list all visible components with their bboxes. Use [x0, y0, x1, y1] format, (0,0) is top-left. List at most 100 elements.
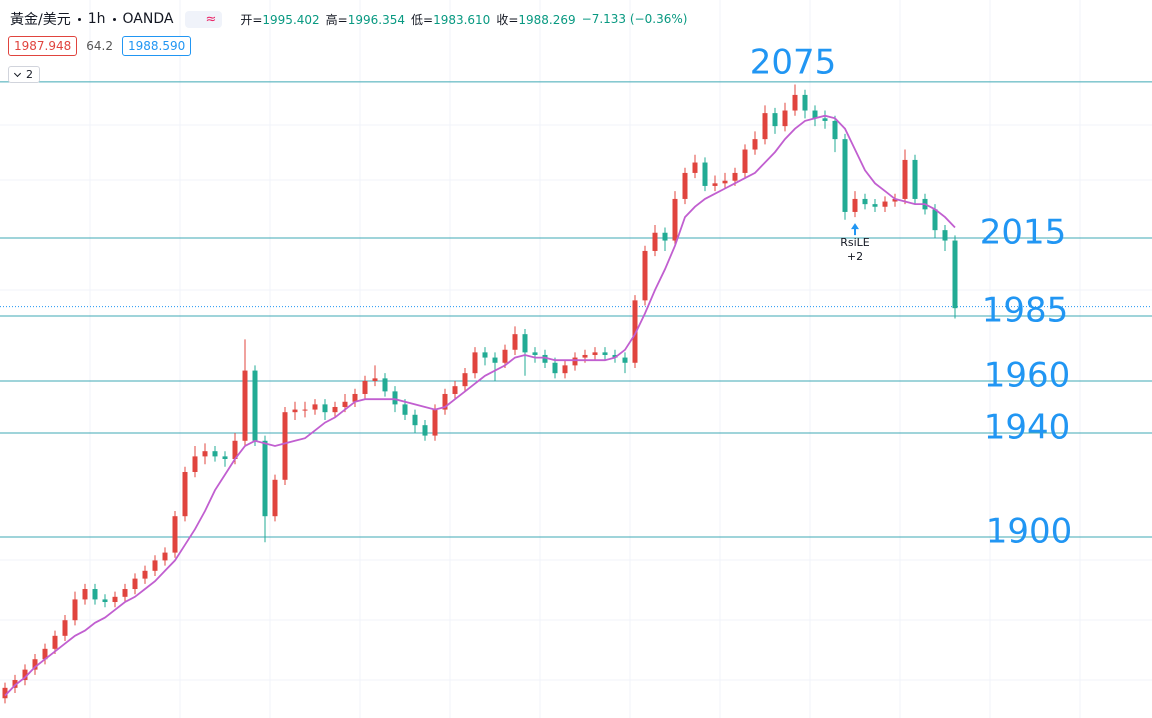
candle-body	[22, 669, 28, 681]
candle-body	[342, 401, 348, 407]
ohlc-value: 1983.610	[433, 12, 491, 27]
candle-body	[282, 412, 288, 480]
candle-body	[722, 180, 728, 184]
sell-button[interactable]: 1987.948	[8, 36, 78, 56]
candle-body	[772, 113, 778, 127]
candle-body	[162, 552, 168, 561]
candle-body	[292, 409, 298, 413]
symbol[interactable]: 黃金/美元	[10, 12, 71, 28]
candle-body	[682, 172, 688, 199]
candle-body	[132, 578, 138, 590]
candle-body	[312, 404, 318, 410]
candle-body	[442, 393, 448, 410]
candle-body	[402, 404, 408, 415]
candle-body	[762, 113, 768, 140]
buy-button[interactable]: 1988.590	[121, 36, 192, 56]
candle-body	[672, 198, 678, 241]
candle-body	[892, 198, 898, 202]
candle-body	[662, 232, 668, 241]
candle-body	[592, 352, 598, 355]
status-pill[interactable]: ≈	[185, 10, 223, 28]
candle-body	[472, 352, 478, 374]
candle-body	[202, 451, 208, 457]
candle-body	[192, 456, 198, 472]
candle-body	[632, 300, 638, 363]
candle-body	[572, 357, 578, 366]
candle-body	[562, 365, 568, 374]
candle-body	[622, 357, 628, 363]
candle-body	[32, 659, 38, 670]
ohlc-value: 1996.354	[347, 12, 405, 27]
candle-body	[602, 352, 608, 355]
candle-body	[242, 370, 248, 441]
candle-body	[92, 589, 98, 600]
candle-body	[882, 201, 888, 207]
candle-body	[262, 440, 268, 517]
candle-body	[742, 149, 748, 173]
level-label: 1900	[986, 512, 1073, 552]
candle-body	[852, 198, 858, 212]
level-label: 1960	[984, 355, 1071, 395]
candle-body	[692, 162, 698, 173]
candle-body	[252, 370, 258, 441]
level-label: 1940	[984, 407, 1071, 447]
interval[interactable]: 1h	[87, 11, 106, 27]
ohlc-label: 高=	[325, 12, 348, 27]
candle-body	[492, 357, 498, 363]
candle-body	[702, 162, 708, 186]
candle-body	[52, 635, 58, 649]
candle-body	[102, 599, 108, 603]
candle-body	[62, 620, 68, 636]
candle-body	[462, 373, 468, 387]
ohlc-value: 1995.402	[262, 12, 320, 27]
candle-body	[352, 393, 358, 402]
candle-body	[232, 440, 238, 459]
candle-body	[2, 687, 8, 699]
ohlc-label: 开=	[240, 12, 263, 27]
candle-body	[942, 230, 948, 241]
annotation-label: RsiLE	[840, 236, 870, 249]
candle-body	[872, 204, 878, 207]
candle-body	[372, 378, 378, 381]
collapse-button[interactable]: 2	[8, 66, 40, 83]
candle-body	[862, 198, 868, 205]
candle-body	[172, 516, 178, 553]
candle-body	[582, 354, 588, 358]
candle-body	[512, 334, 518, 350]
candle-body	[142, 570, 148, 579]
candle-body	[812, 110, 818, 119]
chevron	[13, 69, 22, 77]
candle-body	[182, 471, 188, 517]
candle-body	[912, 159, 918, 199]
candle-body	[652, 232, 658, 251]
candle-body	[782, 110, 788, 127]
ohlc-label: 收=	[496, 12, 519, 27]
change: −7.133 (−0.36%)	[581, 12, 688, 26]
candle-body	[82, 589, 88, 600]
candle-body	[332, 406, 338, 413]
candle-body	[272, 479, 278, 517]
ohlc-label: 低=	[411, 12, 434, 27]
candle-body	[522, 334, 528, 353]
ohlc-value: 1988.269	[518, 12, 576, 27]
level-label: 2015	[980, 212, 1067, 252]
candle-body	[802, 94, 808, 111]
candle-body	[452, 386, 458, 394]
candle-body	[412, 414, 418, 426]
candle-body	[932, 209, 938, 231]
signal-arrow	[851, 223, 859, 236]
separator	[77, 17, 81, 21]
candle-body	[222, 456, 228, 459]
candle-body	[302, 409, 308, 411]
candle-body	[392, 391, 398, 405]
candle-body	[12, 680, 18, 688]
annotation-sub: +2	[847, 250, 863, 263]
candle-body	[112, 596, 118, 603]
candle-body	[382, 378, 388, 392]
candle-body	[542, 354, 548, 363]
candle-body	[532, 352, 538, 355]
candle-body	[362, 380, 368, 394]
candle-body	[842, 139, 848, 212]
